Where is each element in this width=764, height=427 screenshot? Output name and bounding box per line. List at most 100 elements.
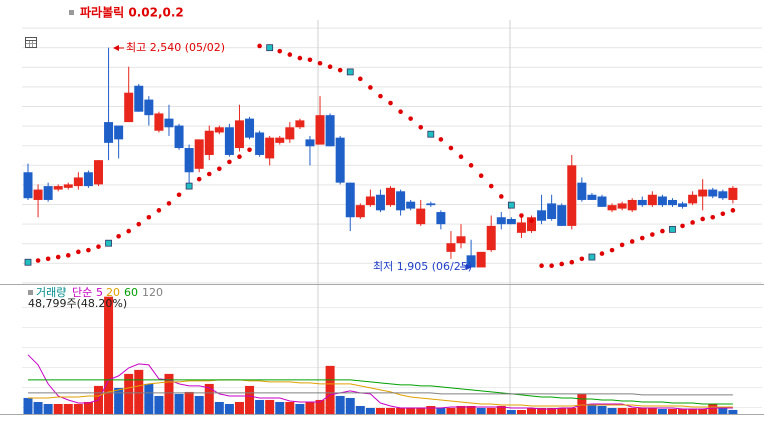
volume-bar (104, 296, 114, 414)
sar-dot (549, 263, 554, 268)
volume-label: 거래량 (36, 286, 66, 299)
sar-dot (86, 247, 91, 253)
candle-body (446, 243, 456, 252)
candle-body (607, 205, 617, 211)
candle-body (154, 113, 164, 131)
candle-body (43, 186, 53, 200)
annotation-arrow (466, 264, 472, 270)
candle-body (194, 139, 204, 169)
sar-dot (227, 159, 232, 165)
candle-body (476, 251, 486, 268)
legend-bullet (28, 290, 33, 295)
volume-bar (124, 373, 134, 414)
candle-body (23, 172, 33, 199)
volume-bar (647, 407, 657, 414)
sar-dot (337, 67, 343, 73)
volume-bar (527, 407, 536, 414)
volume-bar (184, 391, 194, 414)
sar-dot (76, 249, 81, 255)
candle-body (53, 186, 63, 190)
sar-dot (136, 221, 142, 227)
volume-bar (234, 401, 244, 414)
candle-body (73, 177, 83, 187)
sar-dot (217, 166, 222, 172)
candle-body (114, 125, 124, 140)
volume-bar (637, 407, 647, 414)
volume-bar (506, 409, 516, 414)
candle-body (295, 120, 305, 128)
sar-dot (599, 251, 605, 256)
volume-bar (335, 395, 345, 414)
sar-dot (327, 64, 333, 70)
volume-bar (224, 403, 234, 414)
moving-average-line (28, 379, 733, 405)
volume-bar (315, 399, 325, 414)
candle-body (698, 189, 708, 197)
sar-dot (478, 173, 484, 179)
sar-dot (96, 244, 101, 249)
volume-bar (154, 395, 164, 414)
candle-body (527, 217, 536, 232)
sar-dot (710, 214, 716, 220)
sar-dot (730, 208, 736, 213)
volume-bar (728, 409, 738, 414)
candle-body (587, 194, 597, 200)
volume-bar (688, 408, 698, 414)
candle-body (93, 160, 103, 185)
candle-body (386, 187, 396, 206)
volume-bar (134, 369, 144, 414)
candle-body (728, 187, 738, 200)
sar-dot (588, 253, 596, 261)
candle-body (496, 217, 506, 225)
candle-body (33, 189, 43, 200)
sar-dot (388, 100, 393, 106)
sar-dot (609, 247, 615, 253)
candle-body (144, 99, 154, 116)
volume-bar (406, 407, 416, 414)
volume-bar (63, 403, 73, 414)
candle-body (688, 194, 698, 204)
volume-value-label: 48,799주(48.20%) (28, 297, 127, 310)
candle-body (305, 139, 315, 147)
candle-body (214, 127, 224, 133)
candle-body (224, 127, 234, 155)
sar-dot (237, 154, 242, 159)
sar-dot (559, 261, 565, 267)
sar-dot (639, 235, 645, 241)
sar-dot (660, 228, 665, 234)
low-annotation: 최저 1,905 (06/25) (373, 260, 472, 273)
price-grid (22, 20, 762, 284)
high-annotation: 최고 2,540 (05/02) (126, 41, 225, 54)
candle-body (164, 118, 174, 128)
candle-body (406, 201, 416, 209)
candle-body (577, 182, 587, 200)
sar-dot (438, 137, 444, 142)
calendar-icon[interactable] (25, 37, 37, 48)
volume-bar (114, 387, 124, 414)
volume-bar (446, 407, 456, 414)
sar-dot (408, 116, 413, 121)
volume-bar (597, 405, 607, 414)
sar-dot (629, 239, 635, 244)
candle-body (245, 118, 255, 138)
volume-bar (426, 405, 436, 414)
volume-bar (174, 393, 184, 414)
sar-dot (488, 183, 494, 189)
volume-bar (255, 399, 265, 414)
volume-bar (285, 401, 295, 414)
candle-body (456, 236, 466, 244)
candle-body (174, 125, 184, 149)
volume-bar (577, 393, 587, 414)
candle-body (365, 196, 375, 206)
volume-bar (245, 385, 255, 414)
volume-bar (214, 401, 224, 414)
sar-dot (529, 218, 534, 224)
candle-body (718, 191, 728, 199)
legend-entry: 20 (106, 286, 120, 299)
volume-bar (194, 395, 204, 414)
volume-bar (355, 405, 365, 414)
candle-body (486, 225, 496, 251)
sar-dot (720, 211, 726, 217)
sar-dot (287, 52, 293, 57)
volume-bar (718, 407, 728, 414)
